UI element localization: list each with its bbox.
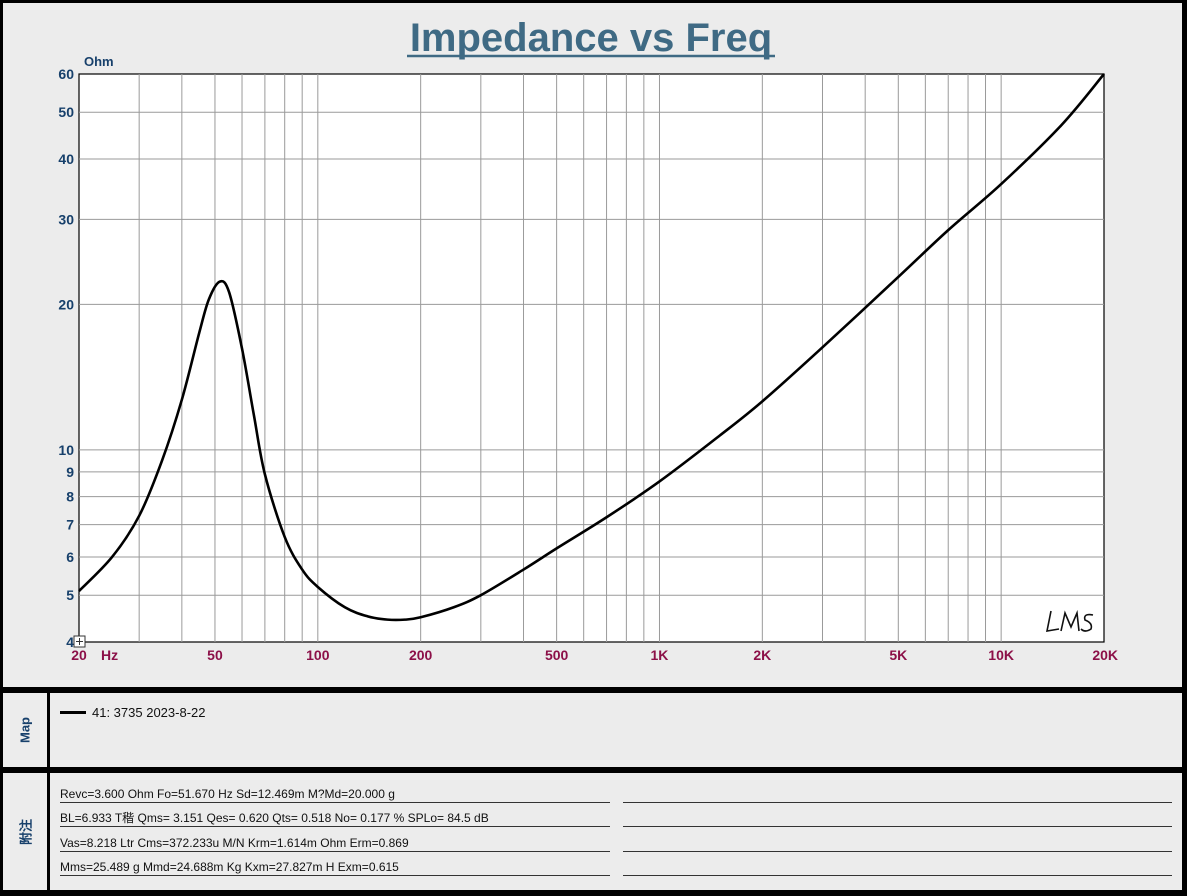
legend-entry[interactable]: 41: 3735 2023-8-22	[60, 705, 205, 720]
lms-watermark	[1045, 609, 1094, 632]
x-axis-ticks: 20 50 100 200 500 1K 2K 5K 10K 20K	[71, 647, 1118, 663]
y-tick-label: 6	[66, 549, 74, 565]
chart-title: Impedance vs Freq	[410, 16, 772, 60]
impedance-chart: Impedance vs Freq 4 5 6 7 8 9 10 20 30 40 50 60 20 5…	[58, 16, 1118, 663]
chart-panel: Impedance vs Freq 4 5 6 7 8 9 10 20 30 40 50 60 20 5…	[3, 3, 1182, 687]
x-tick-label: 500	[545, 647, 569, 663]
y-tick-label: 5	[66, 587, 74, 603]
x-tick-label: 1K	[651, 647, 669, 663]
y-tick-label: 7	[66, 517, 74, 533]
legend-label: 41: 3735 2023-8-22	[92, 705, 206, 720]
y-axis-ticks: 4 5 6 7 8 9 10 20 30 40 50 60	[58, 66, 74, 650]
y-tick-label: 50	[58, 104, 74, 120]
x-tick-label: 10K	[988, 647, 1014, 663]
y-tick-label: 10	[58, 442, 74, 458]
cursor-icon[interactable]	[73, 635, 86, 648]
x-unit-label: Hz	[101, 647, 118, 663]
y-unit-label: Ohm	[84, 54, 114, 69]
y-tick-label: 40	[58, 151, 74, 167]
y-tick-label: 8	[66, 489, 74, 505]
map-panel: 41: 3735 2023-8-22	[50, 693, 1182, 767]
x-tick-label: 200	[409, 647, 433, 663]
y-tick-label: 4	[66, 634, 74, 650]
map-tab[interactable]: Map	[3, 693, 47, 767]
impedance-curve	[78, 73, 1105, 622]
y-tick-label: 9	[66, 464, 74, 480]
map-tab-label: Map	[17, 717, 33, 743]
notes-panel: Revc=3.600 Ohm Fo=51.670 Hz Sd=12.469m M…	[50, 773, 1182, 890]
x-tick-label: 20	[71, 647, 87, 663]
plot-area	[78, 73, 1105, 643]
param-line-blank-1	[623, 786, 1172, 803]
param-line-4: Mms=25.489 g Mmd=24.688m Kg Kxm=27.827m …	[60, 859, 610, 876]
y-tick-label: 30	[58, 211, 74, 227]
notes-tab-label: 附注	[18, 818, 34, 845]
y-tick-label: 20	[58, 296, 74, 312]
grid	[79, 74, 1104, 642]
x-tick-label: 2K	[753, 647, 771, 663]
x-tick-label: 100	[306, 647, 330, 663]
param-line-blank-4	[623, 859, 1172, 876]
x-tick-label: 50	[207, 647, 223, 663]
legend-swatch	[60, 711, 86, 714]
param-line-1: Revc=3.600 Ohm Fo=51.670 Hz Sd=12.469m M…	[60, 786, 610, 803]
param-line-3: Vas=8.218 Ltr Cms=372.233u M/N Krm=1.614…	[60, 835, 610, 852]
notes-tab[interactable]: 附注	[3, 773, 47, 890]
x-tick-label: 5K	[889, 647, 907, 663]
x-tick-label: 20K	[1092, 647, 1118, 663]
param-line-blank-3	[623, 835, 1172, 852]
param-line-blank-2	[623, 810, 1172, 827]
param-line-2: BL=6.933 T稭 Qms= 3.151 Qes= 0.620 Qts= 0…	[60, 810, 610, 827]
y-tick-label: 60	[58, 66, 74, 82]
